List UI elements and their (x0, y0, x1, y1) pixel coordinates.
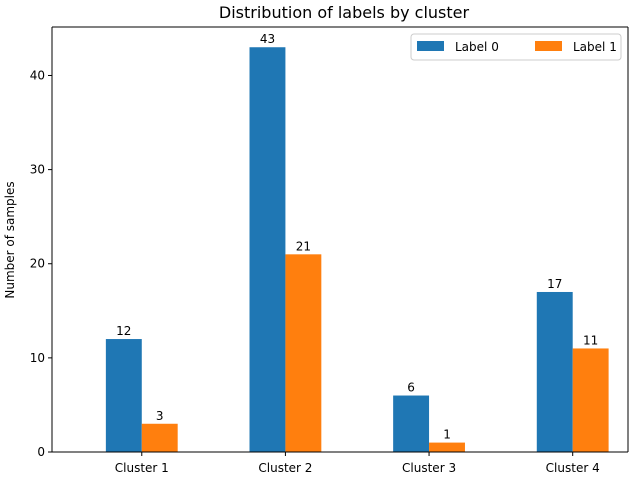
legend-label: Label 1 (573, 40, 617, 54)
chart-title: Distribution of labels by cluster (219, 3, 470, 22)
y-tick-label: 40 (30, 68, 45, 82)
y-tick-label: 20 (30, 257, 45, 271)
x-tick-label: Cluster 4 (546, 461, 600, 475)
bar-label-0-2 (249, 47, 286, 452)
data-label: 6 (407, 381, 415, 395)
y-axis-label: Number of samples (3, 181, 17, 298)
bar-label-0-3 (393, 395, 430, 452)
y-tick-label: 30 (30, 163, 45, 177)
data-label: 43 (260, 32, 275, 46)
data-label: 3 (156, 409, 164, 423)
x-tick-label: Cluster 2 (258, 461, 312, 475)
bar-label-1-1 (141, 423, 178, 452)
data-label: 17 (547, 277, 562, 291)
bar-label-0-4 (536, 291, 573, 452)
data-label: 11 (583, 333, 598, 347)
y-tick-label: 0 (37, 445, 45, 459)
data-label: 1 (443, 428, 451, 442)
x-tick-label: Cluster 3 (402, 461, 456, 475)
data-label: 21 (296, 239, 311, 253)
bar-label-1-3 (429, 442, 465, 452)
data-label: 12 (116, 324, 131, 338)
x-tick-label: Cluster 1 (115, 461, 169, 475)
legend-swatch (535, 41, 562, 51)
legend-label: Label 0 (455, 40, 499, 54)
legend-swatch (417, 41, 444, 51)
legend: Label 0 Label 1 (410, 33, 622, 61)
legend-box (410, 33, 622, 61)
bar-label-1-2 (285, 254, 322, 452)
bar-label-1-4 (572, 348, 609, 452)
y-tick-label: 10 (30, 351, 45, 365)
bar-label-0-1 (105, 339, 142, 452)
